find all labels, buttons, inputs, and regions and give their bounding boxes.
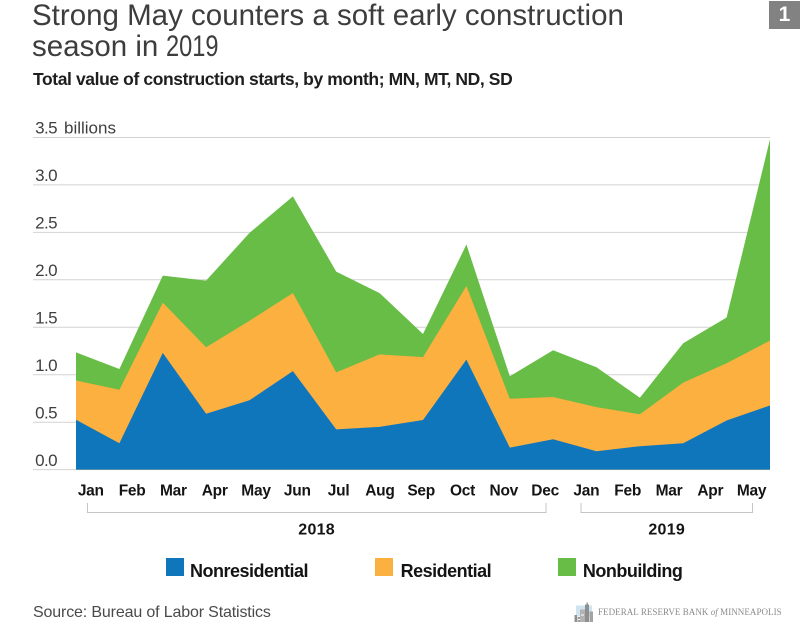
svg-text:Jun: Jun	[284, 483, 311, 500]
svg-text:Feb: Feb	[119, 483, 146, 500]
svg-text:2.0: 2.0	[35, 261, 57, 280]
svg-text:0.5: 0.5	[35, 403, 57, 422]
svg-text:Feb: Feb	[614, 483, 641, 500]
svg-text:billions: billions	[64, 119, 116, 138]
svg-text:Jan: Jan	[78, 483, 104, 500]
svg-text:Oct: Oct	[450, 483, 475, 500]
svg-text:3.0: 3.0	[35, 166, 57, 185]
svg-text:3.5: 3.5	[35, 119, 57, 138]
svg-text:1.5: 1.5	[35, 308, 57, 327]
svg-text:May: May	[241, 483, 271, 500]
svg-text:2.5: 2.5	[35, 214, 57, 233]
svg-text:Nov: Nov	[490, 483, 519, 500]
svg-text:Mar: Mar	[656, 483, 683, 500]
svg-text:Apr: Apr	[202, 483, 228, 500]
svg-text:Sep: Sep	[407, 483, 435, 500]
svg-text:Jul: Jul	[328, 483, 350, 500]
svg-text:Apr: Apr	[697, 483, 723, 500]
svg-text:Dec: Dec	[531, 483, 559, 500]
svg-text:2018: 2018	[298, 521, 335, 538]
svg-text:Jan: Jan	[573, 483, 599, 500]
svg-text:May: May	[737, 483, 767, 500]
svg-text:Mar: Mar	[160, 483, 187, 500]
svg-text:Aug: Aug	[365, 483, 394, 500]
svg-text:1.0: 1.0	[35, 356, 57, 375]
svg-text:0.0: 0.0	[35, 451, 57, 470]
svg-text:2019: 2019	[648, 521, 685, 538]
